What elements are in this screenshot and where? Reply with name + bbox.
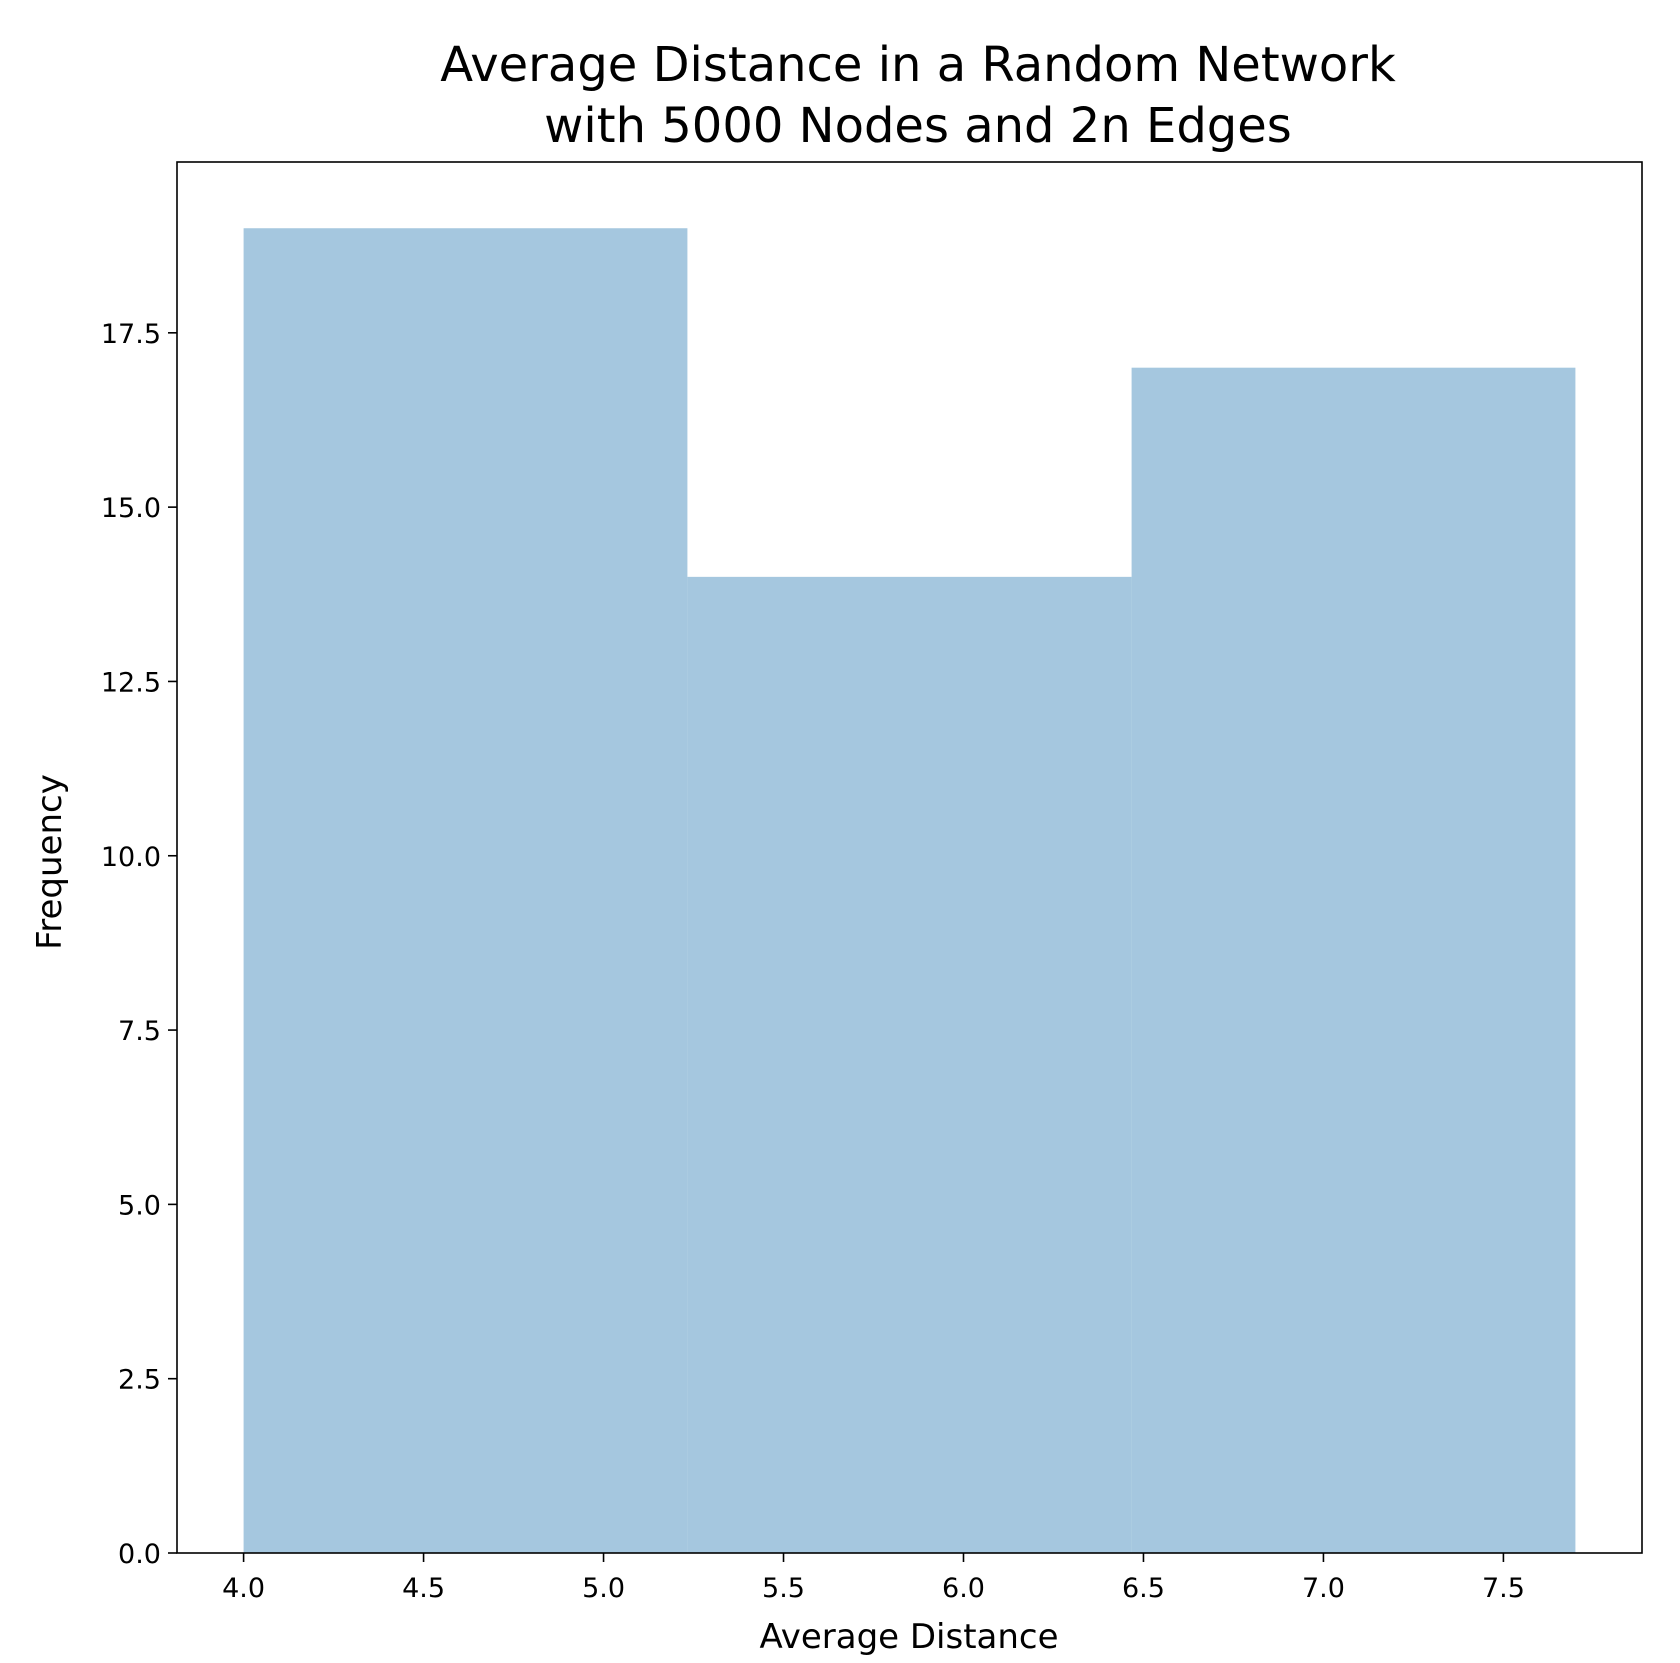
x-tick-label-5: 6.0 [942,1573,985,1604]
chart-title-line-2: with 5000 Nodes and 2n Edges [544,98,1292,154]
y-tick-label-8: 17.5 [101,319,161,350]
y-tick-label-6: 12.5 [101,667,161,698]
y-axis-label: Frequency [30,774,70,950]
y-tick-label-7: 15.0 [101,493,161,524]
histogram-bar-1 [243,228,688,1554]
x-tick-label-1: 4.0 [222,1573,265,1604]
x-axis-ticks: 4.0 4.5 5.0 5.5 6.0 6.5 7.0 7.5 [222,1553,1525,1604]
histogram-bar-3 [1131,367,1576,1553]
y-tick-label-1: 0.0 [118,1539,161,1570]
x-tick-label-8: 7.5 [1482,1573,1525,1604]
y-tick-label-4: 7.5 [118,1016,161,1047]
chart-title-line-1: Average Distance in a Random Network [440,37,1396,93]
x-tick-label-3: 5.0 [582,1573,625,1604]
x-tick-label-7: 7.0 [1302,1573,1345,1604]
x-tick-label-6: 6.5 [1122,1573,1165,1604]
x-tick-label-4: 5.5 [762,1573,805,1604]
plot-frame [176,161,1643,1554]
y-axis-ticks: 0.0 2.5 5.0 7.5 10.0 12.5 15.0 17.5 [101,319,177,1570]
y-tick-label-5: 10.0 [101,842,161,873]
y-tick-label-3: 5.0 [118,1190,161,1221]
x-tick-label-2: 4.5 [402,1573,445,1604]
histogram-bar-2 [687,576,1132,1553]
y-tick-label-2: 2.5 [118,1365,161,1396]
x-axis-label: Average Distance [759,1617,1058,1657]
histogram-bars [243,228,1576,1554]
